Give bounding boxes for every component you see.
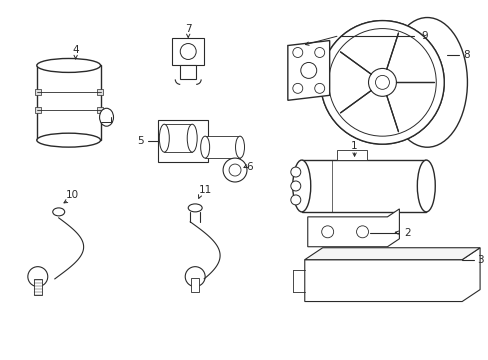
Ellipse shape [188,204,202,212]
Circle shape [290,181,300,191]
Ellipse shape [159,124,169,152]
Text: 5: 5 [137,136,143,146]
Circle shape [314,48,324,58]
Circle shape [320,21,443,144]
Circle shape [228,164,241,176]
Bar [37,66,101,140]
Circle shape [375,75,388,89]
Circle shape [180,44,196,59]
Bar [336,150,366,160]
Ellipse shape [386,18,467,147]
Circle shape [290,195,300,205]
Circle shape [328,28,435,136]
Ellipse shape [37,133,101,147]
Ellipse shape [53,208,64,216]
Text: 11: 11 [198,185,211,195]
Bar [205,136,240,158]
Ellipse shape [187,124,197,152]
Bar [96,107,102,113]
Text: 7: 7 [184,24,191,33]
Circle shape [368,68,396,96]
Polygon shape [307,209,399,247]
Ellipse shape [37,58,101,72]
Bar [34,279,41,294]
Bar [158,120,208,162]
Text: 10: 10 [66,190,79,200]
Circle shape [290,167,300,177]
Text: 6: 6 [246,162,253,172]
Bar [35,107,41,113]
Circle shape [300,62,316,78]
Text: 9: 9 [420,31,427,41]
Circle shape [314,84,324,93]
Bar [164,124,192,152]
Ellipse shape [235,136,244,158]
Circle shape [185,267,205,287]
Circle shape [368,68,396,96]
Bar [180,66,196,80]
Text: 1: 1 [350,141,357,151]
Bar [172,37,203,66]
Bar [35,89,41,95]
Ellipse shape [292,160,310,212]
Circle shape [28,267,48,287]
Bar [191,278,199,292]
Circle shape [292,48,302,58]
Circle shape [320,21,443,144]
Circle shape [292,84,302,93]
Polygon shape [304,248,479,260]
Text: 3: 3 [476,255,483,265]
Text: 8: 8 [462,50,468,60]
Text: 4: 4 [72,45,79,54]
Polygon shape [304,248,479,302]
Bar [96,89,102,95]
Circle shape [356,226,368,238]
Circle shape [375,75,388,89]
Circle shape [321,226,333,238]
Text: 2: 2 [403,228,410,238]
Polygon shape [287,41,329,100]
Bar [301,160,426,212]
Circle shape [328,28,435,136]
Ellipse shape [100,108,113,126]
Circle shape [223,158,246,182]
Ellipse shape [416,160,434,212]
Ellipse shape [200,136,209,158]
